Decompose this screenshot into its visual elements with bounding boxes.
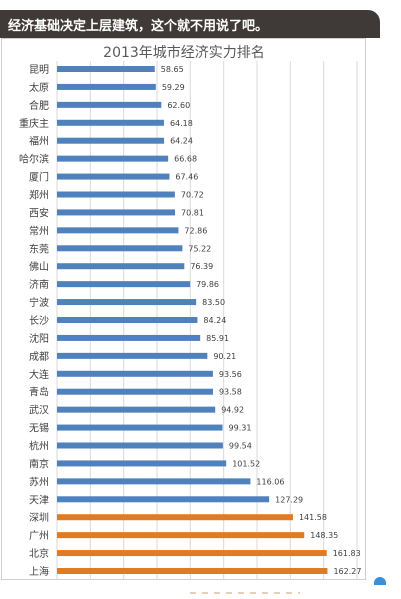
category-label: 无锡 bbox=[29, 422, 49, 435]
category-label: 重庆主 bbox=[19, 117, 49, 130]
category-label: 杭州 bbox=[29, 440, 49, 453]
bar bbox=[57, 101, 162, 108]
category-label: 深圳 bbox=[29, 512, 49, 524]
category-label: 郑州 bbox=[29, 189, 49, 202]
category-label: 厦门 bbox=[29, 171, 49, 184]
category-label: 佛山 bbox=[29, 260, 49, 273]
value-label: 93.56 bbox=[219, 370, 242, 379]
bar bbox=[57, 209, 176, 216]
category-label: 上海 bbox=[29, 565, 49, 578]
category-label: 苏州 bbox=[29, 475, 49, 488]
value-label: 79.86 bbox=[196, 280, 219, 289]
value-label: 84.24 bbox=[203, 316, 226, 325]
bar bbox=[57, 568, 328, 574]
caption-bar: 经济基础决定上层建筑，这个就不用说了吧。 bbox=[0, 10, 380, 38]
bar bbox=[57, 155, 169, 162]
value-label: 62.60 bbox=[167, 101, 190, 110]
category-label: 南京 bbox=[29, 457, 49, 470]
bar bbox=[57, 460, 227, 467]
category-label: 哈尔滨 bbox=[19, 153, 49, 166]
value-label: 83.50 bbox=[202, 298, 225, 307]
chart-card: 2013年城市经济实力排名 昆明 58.65 太原 59.29 合肥 62.60 重庆主 64… bbox=[1, 38, 366, 580]
category-label: 西安 bbox=[29, 206, 49, 219]
category-label: 昆明 bbox=[29, 64, 49, 76]
bar bbox=[57, 173, 170, 180]
value-label: 66.68 bbox=[174, 155, 197, 164]
bar bbox=[57, 550, 327, 557]
bar bbox=[57, 406, 216, 413]
category-label: 大连 bbox=[29, 368, 49, 381]
bar bbox=[57, 317, 198, 323]
bar bbox=[57, 442, 223, 449]
category-label: 天津 bbox=[29, 494, 49, 506]
chart-title: 2013年城市经济实力排名 bbox=[103, 44, 265, 61]
bar bbox=[57, 352, 208, 359]
bar bbox=[57, 191, 175, 198]
value-label: 101.52 bbox=[232, 459, 260, 468]
value-label: 141.58 bbox=[299, 513, 327, 522]
value-label: 72.86 bbox=[184, 226, 207, 235]
value-label: 90.21 bbox=[213, 352, 236, 361]
bar bbox=[57, 496, 270, 503]
value-label: 85.91 bbox=[206, 334, 229, 343]
value-label: 161.83 bbox=[333, 549, 361, 558]
corner-icon bbox=[374, 577, 386, 585]
value-label: 58.65 bbox=[161, 65, 184, 74]
category-label: 武汉 bbox=[29, 404, 49, 417]
category-label: 青岛 bbox=[29, 386, 49, 399]
category-label: 常州 bbox=[29, 224, 49, 237]
value-label: 93.58 bbox=[219, 388, 242, 397]
bar bbox=[57, 370, 213, 377]
value-label: 94.92 bbox=[221, 406, 244, 415]
category-label: 福州 bbox=[29, 135, 49, 148]
value-label: 116.06 bbox=[256, 477, 284, 486]
category-label: 广州 bbox=[29, 530, 49, 542]
bar bbox=[57, 334, 201, 341]
bar bbox=[57, 245, 183, 252]
bar-chart: 2013年城市经济实力排名 昆明 58.65 太原 59.29 合肥 62.60 重庆主 64… bbox=[19, 44, 361, 579]
value-label: 75.22 bbox=[188, 244, 211, 253]
value-label: 76.39 bbox=[190, 262, 213, 271]
value-label: 99.31 bbox=[229, 424, 252, 433]
bar bbox=[57, 299, 197, 306]
value-label: 70.81 bbox=[181, 208, 204, 217]
bar bbox=[57, 227, 179, 234]
value-label: 127.29 bbox=[275, 495, 303, 504]
category-label: 宁波 bbox=[29, 296, 49, 309]
bar bbox=[57, 263, 185, 270]
bar bbox=[57, 137, 165, 144]
bar bbox=[57, 478, 251, 485]
value-label: 64.18 bbox=[170, 119, 193, 128]
value-label: 59.29 bbox=[162, 83, 185, 92]
value-label: 67.46 bbox=[175, 173, 198, 182]
bar bbox=[57, 83, 156, 90]
bar bbox=[57, 514, 293, 521]
bar bbox=[57, 424, 223, 431]
category-label: 东莞 bbox=[29, 242, 49, 255]
category-label: 长沙 bbox=[29, 315, 49, 327]
bar bbox=[57, 119, 164, 126]
value-label: 64.24 bbox=[170, 137, 193, 146]
category-label: 太原 bbox=[29, 81, 49, 94]
category-label: 北京 bbox=[29, 547, 49, 560]
category-label: 成都 bbox=[29, 351, 49, 363]
category-label: 合肥 bbox=[29, 99, 49, 112]
value-label: 148.35 bbox=[310, 531, 338, 540]
bars: 昆明 58.65 太原 59.29 合肥 62.60 重庆主 64.18 福州 64.24 哈尔滨 6… bbox=[19, 64, 361, 578]
bar bbox=[57, 66, 155, 72]
caption-text: 经济基础决定上层建筑，这个就不用说了吧。 bbox=[8, 19, 269, 34]
value-label: 99.54 bbox=[229, 442, 252, 451]
value-label: 162.27 bbox=[333, 567, 361, 576]
category-label: 济南 bbox=[29, 278, 49, 291]
bar bbox=[57, 281, 191, 288]
category-label: 沈阳 bbox=[29, 332, 49, 345]
value-label: 70.72 bbox=[181, 191, 204, 200]
bar bbox=[57, 532, 305, 539]
bottom-edge-fragment bbox=[190, 580, 310, 594]
bar bbox=[57, 388, 213, 395]
